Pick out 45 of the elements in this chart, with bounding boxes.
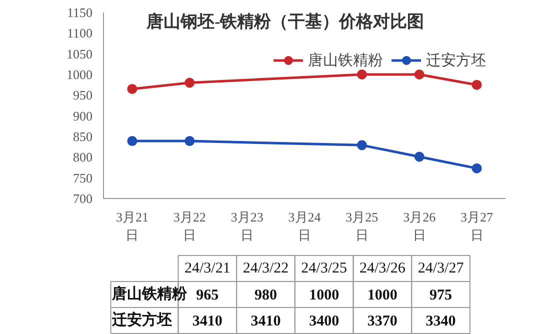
x-tick-label: 3月25日 <box>346 210 378 242</box>
chart-title: 唐山钢坯-铁精粉（干基）价格对比图 <box>146 12 424 32</box>
data-label: 3340 <box>426 314 456 330</box>
y-tick-label: 1050 <box>66 46 92 62</box>
x-tick-label: 24/3/21 <box>184 260 230 276</box>
y-tick-label: 850 <box>73 129 92 144</box>
point <box>127 136 138 146</box>
x-tick-label: 3月24日 <box>288 210 322 242</box>
point <box>356 70 367 80</box>
x-tick-label: 24/3/25 <box>301 260 348 276</box>
point <box>356 140 367 150</box>
point <box>127 84 138 94</box>
y-tick-label: 900 <box>73 108 92 124</box>
x-tick-label: 3月22日 <box>173 210 206 242</box>
point <box>472 163 482 174</box>
x-tick-label: 24/3/27 <box>418 260 464 276</box>
y-tick-label: 1100 <box>66 26 93 41</box>
data-label: 975 <box>430 288 452 304</box>
data-label: 3370 <box>367 314 398 330</box>
data-label: 965 <box>196 288 219 304</box>
x-tick-label: 3月21日 <box>116 210 148 242</box>
x-tick-label: 24/3/22 <box>242 260 289 276</box>
y-tick-label: 1000 <box>66 67 92 82</box>
legend-label: 唐山铁精粉 <box>308 52 383 70</box>
point <box>184 136 195 146</box>
y-tick-label: 700 <box>73 191 92 206</box>
y-tick-label: 800 <box>73 150 92 165</box>
y-tick-label: 750 <box>73 170 92 186</box>
data-label: 1000 <box>367 288 398 304</box>
y-tick-label: 1150 <box>66 5 93 20</box>
data-label: 1000 <box>309 288 340 304</box>
point <box>414 152 424 162</box>
data-label: 3400 <box>309 314 340 330</box>
x-tick-label: 3月27日 <box>460 210 494 242</box>
x-tick-label: 3月23日 <box>230 210 264 242</box>
data-label: 3410 <box>192 314 222 330</box>
point <box>414 70 424 80</box>
x-tick-label: 24/3/26 <box>360 260 406 276</box>
legend-label: 迁安方坯 <box>426 51 486 70</box>
x-tick-label: 3月26日 <box>403 210 436 242</box>
point <box>472 80 482 90</box>
y-tick-label: 950 <box>73 88 92 103</box>
data-label: 3410 <box>250 314 281 330</box>
data-label: 980 <box>254 288 277 304</box>
point <box>184 78 195 88</box>
